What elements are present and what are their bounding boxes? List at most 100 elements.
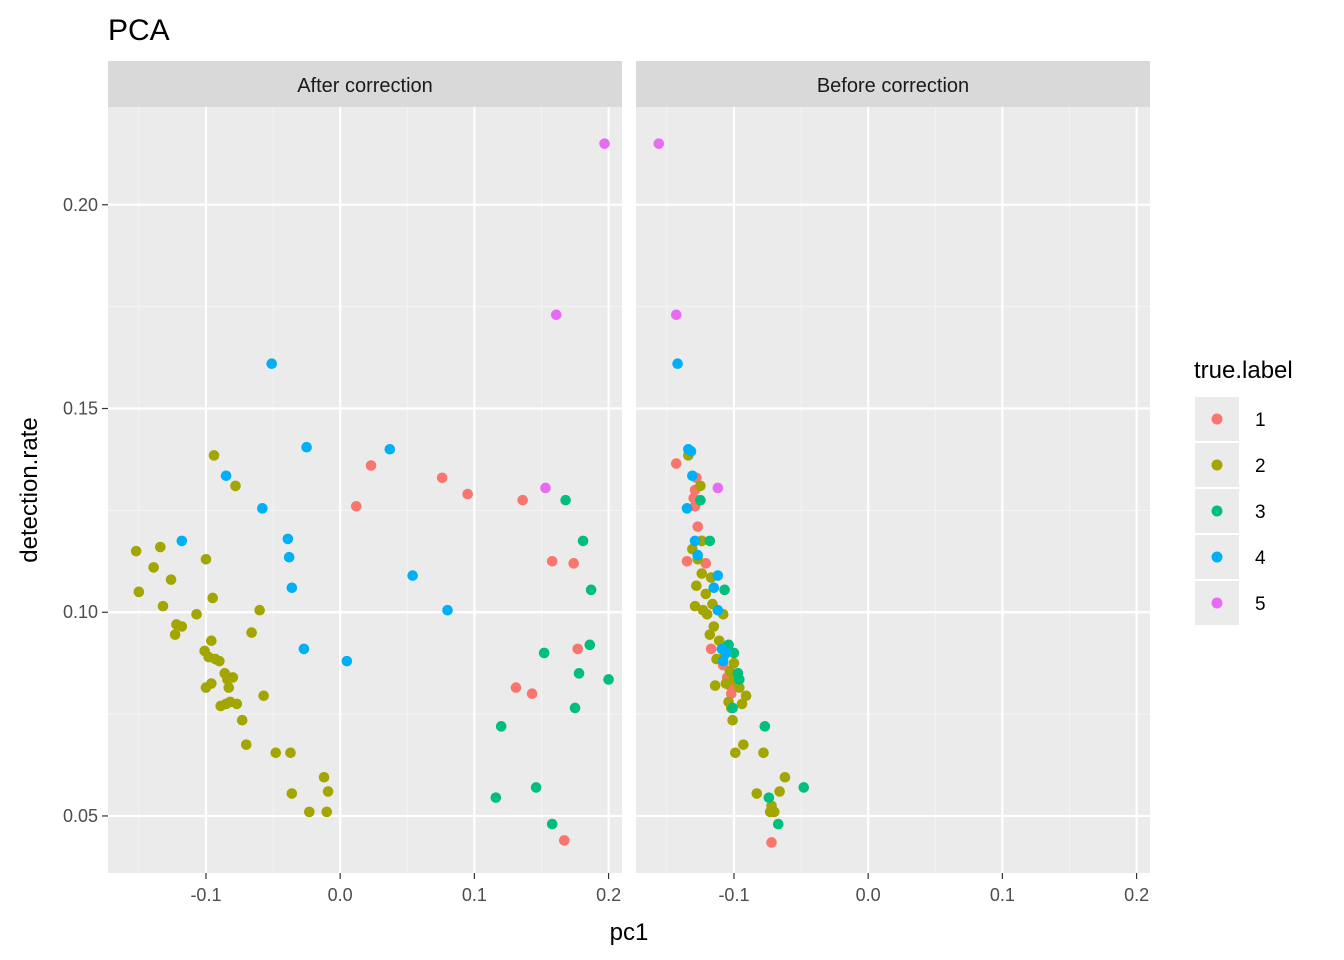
data-point-label-4 <box>442 604 453 616</box>
facet-label-before: Before correction <box>817 75 969 97</box>
data-point-label-3 <box>584 639 596 651</box>
data-point-label-2 <box>751 788 763 799</box>
panel-background-after <box>108 107 622 873</box>
data-point-label-3 <box>538 647 550 659</box>
data-point-label-4 <box>220 470 232 482</box>
data-point-label-2 <box>223 682 235 693</box>
y-tick-label: 0.10 <box>63 602 98 622</box>
data-point-label-1 <box>700 558 712 569</box>
data-point-label-4 <box>257 503 268 514</box>
data-point-label-1 <box>462 488 473 500</box>
data-point-label-2 <box>208 450 220 461</box>
data-point-label-3 <box>759 721 771 732</box>
data-point-label-2 <box>286 788 298 799</box>
data-point-label-2 <box>240 739 252 750</box>
data-point-label-2 <box>321 806 333 818</box>
data-point-label-2 <box>738 739 749 750</box>
facet-strip-after <box>108 61 622 107</box>
data-point-label-3 <box>560 494 571 506</box>
legend-items: 1 2 3 4 5 <box>1195 397 1266 625</box>
data-point-label-2 <box>157 600 169 612</box>
data-point-label-2 <box>709 680 721 691</box>
facet-before-correction: Before correction -0.1 0.0 0.1 0.2 <box>636 61 1150 905</box>
data-point-label-3 <box>490 792 502 803</box>
data-point-label-1 <box>436 472 448 484</box>
data-point-label-2 <box>728 657 740 669</box>
y-axis-title: detection.rate <box>16 417 43 562</box>
data-point-label-2 <box>285 747 296 759</box>
data-point-label-3 <box>772 818 784 830</box>
data-point-label-3 <box>577 535 589 547</box>
data-point-label-3 <box>727 702 738 714</box>
data-point-label-1 <box>572 643 584 655</box>
data-point-label-3 <box>734 674 745 685</box>
data-point-label-3 <box>585 584 597 596</box>
data-point-label-1 <box>558 835 570 846</box>
data-point-label-5 <box>712 482 724 494</box>
data-point-label-2 <box>758 747 769 759</box>
data-point-label-2 <box>191 608 202 620</box>
data-point-label-2 <box>322 786 334 797</box>
data-point-label-1 <box>670 458 682 469</box>
data-point-label-4 <box>176 535 188 547</box>
grid-before <box>636 107 1150 873</box>
data-point-label-2 <box>740 690 752 702</box>
x-axis-after: -0.1 0.0 0.1 0.2 <box>190 873 621 905</box>
data-point-label-4 <box>708 582 720 594</box>
data-point-label-2 <box>155 541 166 553</box>
data-point-label-3 <box>495 721 507 732</box>
data-point-label-3 <box>728 647 740 659</box>
data-point-label-2 <box>176 621 188 632</box>
data-point-label-2 <box>230 480 241 492</box>
data-point-label-2 <box>258 690 269 702</box>
data-point-label-2 <box>689 600 701 612</box>
legend-swatch-2 <box>1211 459 1223 471</box>
legend-label: 4 <box>1255 548 1266 569</box>
data-point-label-2 <box>730 747 741 759</box>
legend-label: 1 <box>1255 410 1266 431</box>
data-point-label-4 <box>384 443 396 455</box>
data-point-label-1 <box>546 556 558 567</box>
data-point-label-2 <box>779 771 791 783</box>
data-point-label-1 <box>517 494 528 506</box>
data-point-label-4 <box>672 358 683 369</box>
data-point-label-2 <box>734 682 745 693</box>
data-point-label-1 <box>692 521 704 532</box>
data-point-label-5 <box>670 309 682 321</box>
data-point-label-4 <box>282 533 294 545</box>
legend-swatch-4 <box>1211 551 1223 563</box>
data-point-label-3 <box>719 584 730 596</box>
y-tick-label: 0.20 <box>63 195 98 215</box>
data-point-label-2 <box>774 786 785 797</box>
data-point-label-2 <box>318 771 330 783</box>
y-axis: 0.05 0.10 0.15 0.20 <box>63 195 108 826</box>
data-point-label-2 <box>206 635 217 647</box>
data-point-label-2 <box>169 629 181 640</box>
facet-after-correction: After correction -0.1 0.0 0.1 0.2 0.050.100… <box>63 61 622 905</box>
data-point-label-3 <box>603 674 614 685</box>
data-point-label-1 <box>681 556 693 567</box>
data-point-label-3 <box>798 782 810 793</box>
x-tick-label: 0.2 <box>596 885 621 905</box>
data-point-label-2 <box>727 714 738 726</box>
legend-label: 3 <box>1255 502 1266 523</box>
x-tick-label: 0.0 <box>856 885 881 905</box>
y-tick-label: 0.15 <box>63 399 98 419</box>
data-point-label-2 <box>207 592 218 604</box>
data-point-label-4 <box>286 582 298 594</box>
x-tick-label: 0.0 <box>328 885 353 905</box>
data-point-label-1 <box>365 460 377 471</box>
legend-swatch-1 <box>1211 413 1223 425</box>
points-before <box>653 138 810 848</box>
data-point-label-4 <box>712 570 724 581</box>
data-point-label-3 <box>573 668 585 679</box>
data-point-label-3 <box>704 535 716 547</box>
data-point-label-2 <box>206 678 217 689</box>
data-point-label-4 <box>283 551 295 563</box>
data-point-label-2 <box>236 714 248 726</box>
data-point-label-2 <box>713 635 725 647</box>
data-point-label-3 <box>530 782 542 793</box>
data-point-label-2 <box>708 621 720 632</box>
data-point-label-1 <box>705 643 717 655</box>
x-tick-label: -0.1 <box>190 885 221 905</box>
